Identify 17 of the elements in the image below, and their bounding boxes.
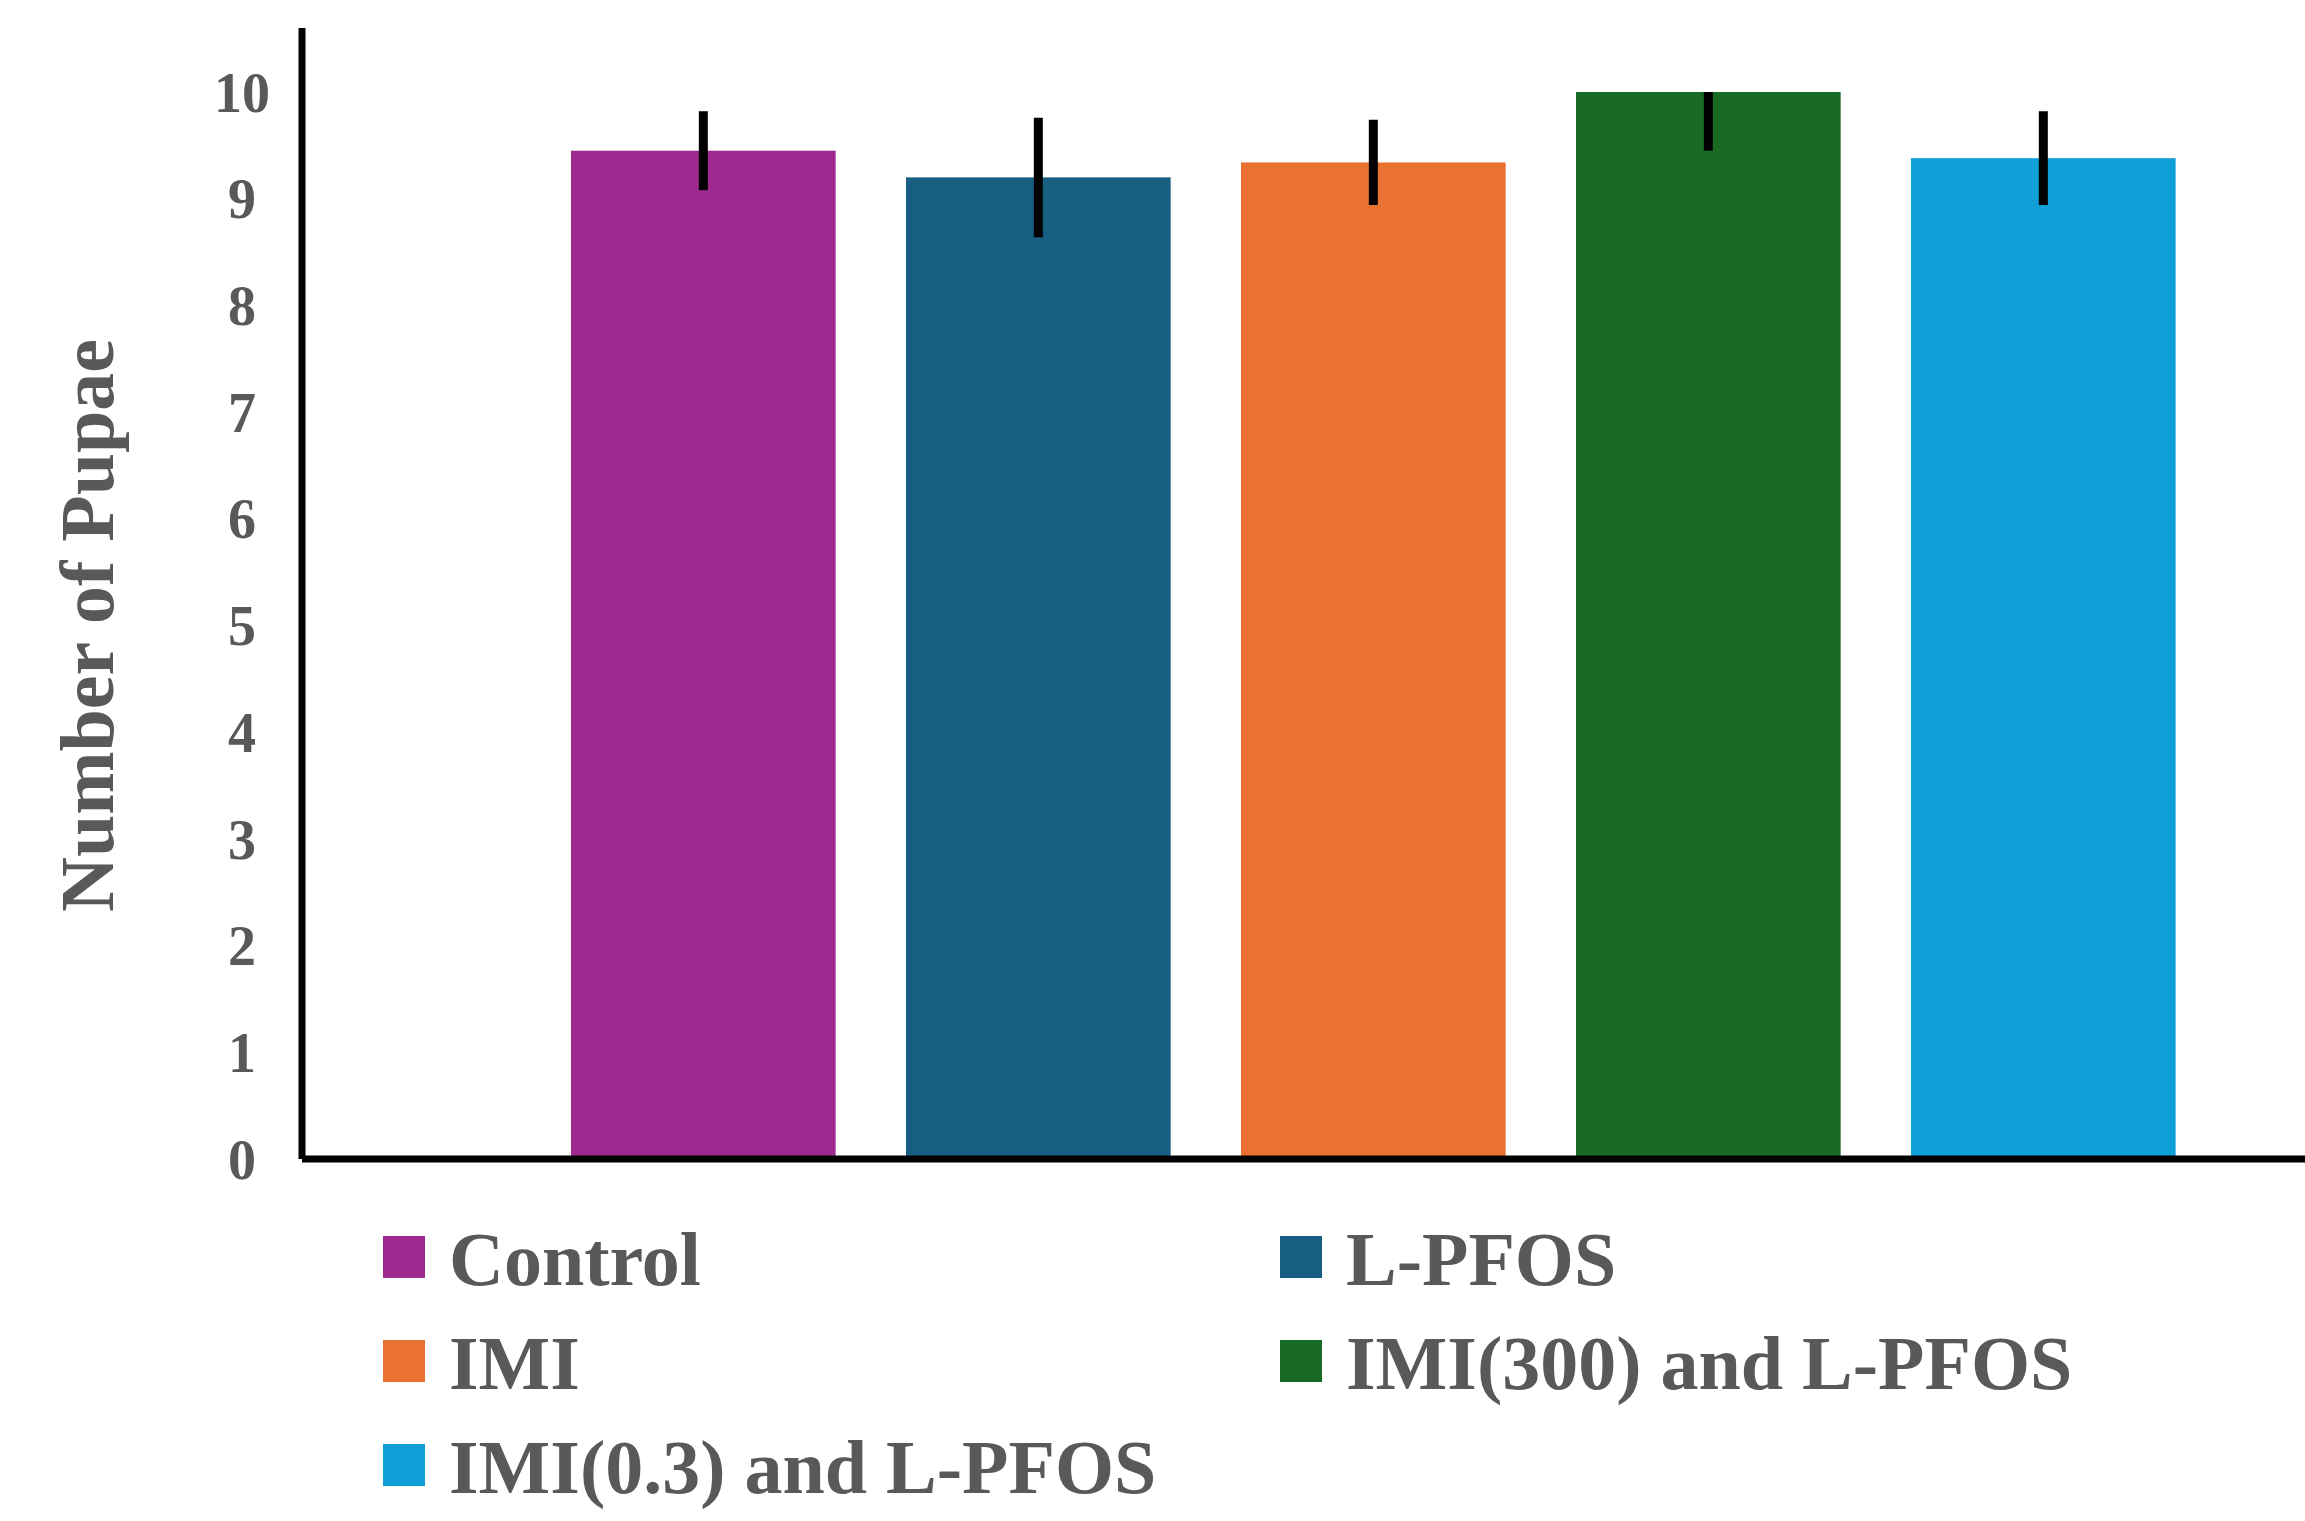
y-tick-label: 0 — [228, 1128, 256, 1191]
legend-label: Control — [449, 1216, 701, 1301]
y-tick-label: 1 — [228, 1021, 256, 1084]
legend-label: IMI(300) and L-PFOS — [1346, 1320, 2073, 1406]
y-tick-label: 8 — [228, 275, 256, 338]
legend-label: IMI — [449, 1320, 580, 1405]
y-tick-label: 6 — [228, 488, 256, 551]
legend-label: L-PFOS — [1346, 1216, 1617, 1301]
y-tick-label: 9 — [228, 168, 256, 231]
y-tick-label: 5 — [228, 595, 256, 658]
y-tick-label: 3 — [228, 808, 256, 871]
y-tick-label: 4 — [228, 701, 256, 764]
legend-label: IMI(0.3) and L-PFOS — [449, 1424, 1157, 1510]
y-tick-label: 2 — [228, 915, 256, 978]
y-tick-label: 7 — [228, 381, 256, 444]
y-tick-label: 10 — [214, 61, 270, 124]
y-axis-title: Number of Pupae — [45, 339, 129, 912]
